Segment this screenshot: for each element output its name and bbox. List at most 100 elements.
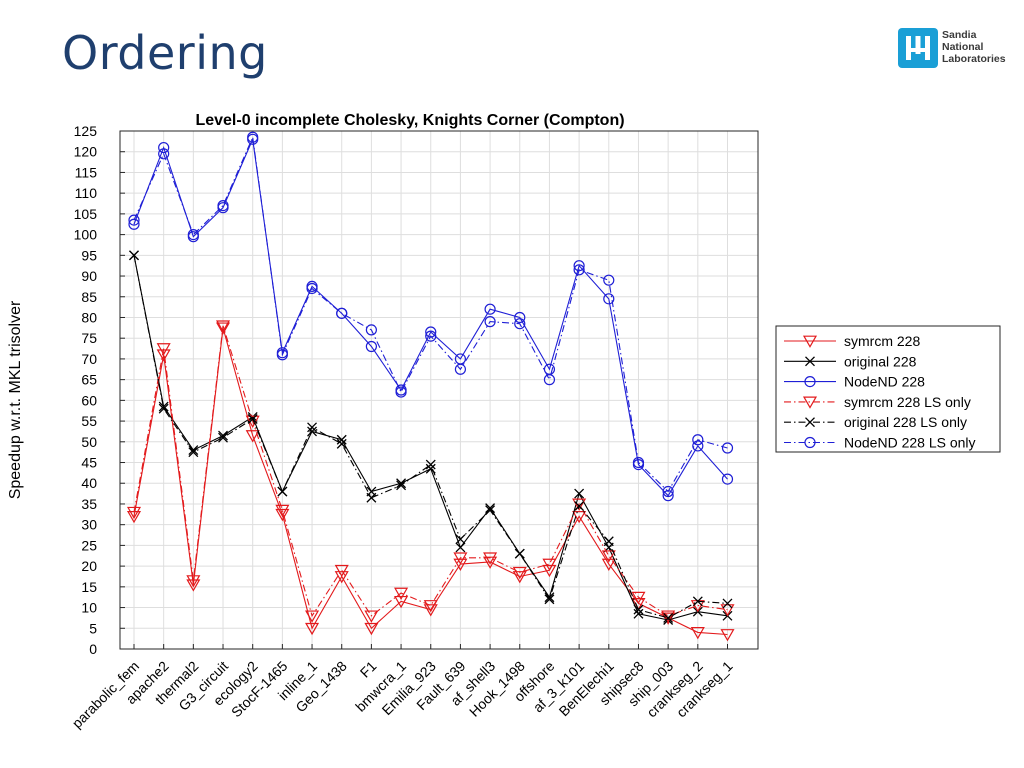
data-point-x bbox=[129, 250, 139, 261]
y-tick-label: 80 bbox=[81, 309, 97, 325]
data-point-triangle bbox=[275, 504, 290, 518]
data-point-x bbox=[544, 594, 555, 605]
logo-line: Sandia bbox=[942, 29, 977, 41]
data-point-x bbox=[455, 542, 466, 553]
y-tick-label: 10 bbox=[81, 600, 97, 616]
legend-item: original 228 bbox=[784, 353, 917, 369]
data-point-x bbox=[336, 434, 347, 445]
x-axis-ticks: parabolic_femapache2thermal2G3_circuitec… bbox=[69, 644, 736, 731]
data-point-x-stroke bbox=[218, 432, 228, 443]
series-nodend-228-ls-only bbox=[128, 131, 734, 498]
data-point-circle bbox=[306, 282, 318, 295]
data-point-x bbox=[805, 356, 815, 367]
data-point-triangle bbox=[512, 571, 527, 584]
data-point-triangle bbox=[483, 552, 498, 565]
series-line bbox=[133, 327, 728, 636]
data-point-x-stroke bbox=[574, 501, 585, 511]
data-point-circle bbox=[484, 303, 496, 315]
y-tick-label: 95 bbox=[81, 247, 97, 263]
data-point-x bbox=[603, 536, 614, 547]
data-point-x-stroke bbox=[307, 426, 318, 437]
data-point-x-stroke bbox=[514, 548, 525, 559]
data-point-x-stroke bbox=[574, 488, 585, 499]
data-point-x-stroke bbox=[366, 492, 377, 503]
data-point-x bbox=[514, 548, 525, 559]
sandia-logo: Sandia National Laboratories bbox=[898, 28, 1006, 70]
data-point-circle bbox=[721, 442, 734, 454]
chart-title: Level-0 incomplete Cholesky, Knights Cor… bbox=[195, 112, 624, 129]
legend-item: symrcm 228 LS only bbox=[784, 394, 971, 410]
data-point-circle bbox=[217, 199, 229, 212]
data-point-circle bbox=[276, 349, 288, 361]
data-point-x bbox=[188, 445, 199, 456]
data-point-x-stroke bbox=[663, 612, 674, 623]
y-tick-label: 60 bbox=[81, 392, 97, 408]
legend-item: NodeND 228 LS only bbox=[784, 435, 976, 451]
logo-line: Laboratories bbox=[942, 53, 1006, 65]
data-point-x-stroke bbox=[247, 411, 258, 422]
data-point-triangle bbox=[305, 622, 320, 636]
data-point-triangle bbox=[305, 610, 320, 623]
data-point-x bbox=[396, 480, 407, 491]
y-tick-label: 40 bbox=[81, 475, 97, 491]
legend: symrcm 228 original 228 NodeND 228 symrcm 2… bbox=[775, 325, 1001, 453]
y-axis-label: Speedup w.r.t. MKL trisolver bbox=[7, 300, 24, 499]
data-point-triangle bbox=[453, 552, 468, 565]
legend-box bbox=[775, 325, 1001, 453]
data-point-x bbox=[805, 417, 815, 428]
data-point-triangle bbox=[423, 604, 438, 617]
y-tick-label: 120 bbox=[74, 144, 98, 160]
data-point-x bbox=[218, 432, 228, 443]
data-point-x-stroke bbox=[425, 463, 436, 474]
data-point-triangle bbox=[802, 396, 818, 409]
data-point-x-stroke bbox=[544, 594, 555, 605]
data-point-x-stroke bbox=[336, 438, 347, 449]
data-point-triangle bbox=[601, 558, 616, 571]
data-point-x bbox=[574, 501, 585, 511]
data-point-x bbox=[455, 534, 466, 545]
data-point-triangle bbox=[423, 600, 438, 613]
y-tick-label: 25 bbox=[81, 537, 97, 553]
data-point-circle bbox=[804, 376, 816, 388]
data-point-triangle bbox=[394, 587, 409, 600]
series-layer bbox=[126, 131, 735, 642]
slide-title: Ordering bbox=[62, 26, 268, 80]
y-tick-label: 70 bbox=[81, 351, 97, 367]
data-point-triangle bbox=[215, 320, 231, 333]
data-point-circle bbox=[692, 440, 704, 452]
data-point-circle bbox=[603, 293, 615, 305]
data-point-circle bbox=[692, 434, 704, 446]
data-point-x-stroke bbox=[805, 356, 815, 367]
data-point-circle bbox=[336, 307, 348, 319]
data-point-triangle bbox=[245, 430, 260, 443]
data-point-triangle bbox=[394, 595, 409, 609]
data-point-x-stroke bbox=[544, 592, 555, 603]
data-point-triangle bbox=[661, 610, 676, 623]
series-line bbox=[133, 135, 728, 493]
data-point-triangle bbox=[275, 508, 290, 522]
data-point-triangle bbox=[334, 564, 349, 578]
series-line bbox=[133, 137, 728, 497]
data-point-circle bbox=[514, 311, 526, 324]
y-tick-label: 50 bbox=[81, 434, 97, 450]
data-point-triangle bbox=[186, 579, 201, 592]
y-tick-label: 55 bbox=[81, 413, 97, 429]
data-point-triangle bbox=[601, 550, 616, 563]
data-point-x-stroke bbox=[396, 478, 407, 489]
data-point-circle bbox=[484, 316, 496, 328]
data-point-x bbox=[307, 422, 318, 433]
data-point-x-stroke bbox=[188, 447, 199, 458]
data-point-circle bbox=[425, 330, 437, 342]
data-point-x bbox=[722, 598, 733, 609]
data-point-x bbox=[396, 478, 407, 489]
data-point-x-stroke bbox=[805, 417, 815, 428]
sandia-logo-text: Sandia National Laboratories bbox=[942, 29, 1006, 65]
data-point-x bbox=[247, 414, 258, 424]
data-point-circle bbox=[128, 214, 140, 226]
data-point-x bbox=[188, 447, 199, 458]
data-point-circle bbox=[603, 274, 615, 286]
logo-line: National bbox=[942, 41, 984, 53]
data-point-x-stroke bbox=[247, 414, 258, 424]
series-symrcm-228 bbox=[126, 322, 735, 642]
data-point-triangle bbox=[720, 629, 735, 642]
